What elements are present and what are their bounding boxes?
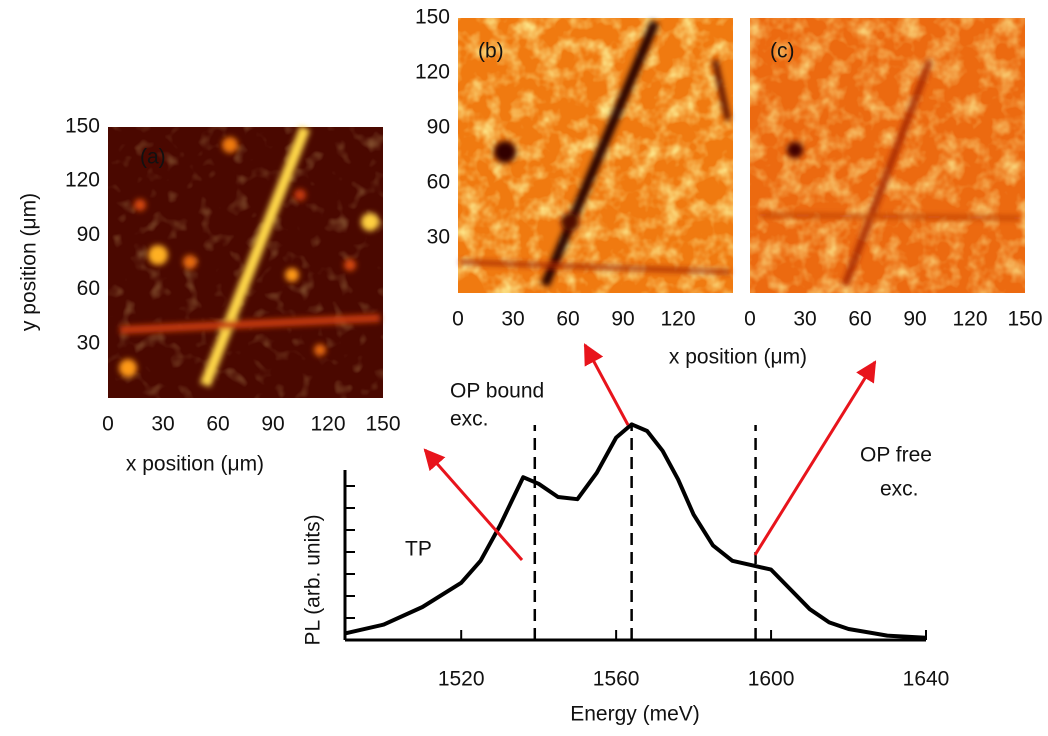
x-tick-label: 120: [310, 413, 345, 436]
y-tick-label: 150: [65, 115, 100, 138]
y-tick-label: 90: [427, 116, 450, 139]
x-tick-label: 30: [501, 308, 524, 331]
annotation: exc.: [450, 408, 489, 431]
x-tick-label: 90: [261, 413, 284, 436]
x-axis-label: Energy (meV): [570, 703, 700, 726]
panel-label: (c): [770, 40, 795, 63]
y-tick-label: 120: [65, 169, 100, 192]
x-tick-label: 90: [611, 308, 634, 331]
x-tick-label: 0: [744, 308, 756, 331]
arrow: [753, 360, 877, 556]
y-tick-label: 60: [427, 171, 450, 194]
x-tick-label: 150: [1007, 308, 1042, 331]
x-tick-label: 0: [102, 413, 114, 436]
x-tick-label: 1600: [748, 668, 795, 691]
map-b-image: [458, 18, 733, 293]
y-tick-label: 60: [77, 277, 100, 300]
x-tick-label: 0: [452, 308, 464, 331]
x-tick-label: 150: [365, 413, 400, 436]
map-a-image: [108, 126, 383, 398]
arrow: [583, 343, 630, 426]
x-tick-label: 1520: [438, 668, 485, 691]
panel-label: (b): [478, 40, 504, 63]
y-axis-label: y position (μm): [18, 193, 41, 331]
x-tick-label: 30: [793, 308, 816, 331]
y-axis-label: PL (arb. units): [302, 514, 325, 645]
spectrum-line: [344, 422, 927, 640]
x-tick-label: 60: [556, 308, 579, 331]
arrow: [423, 448, 524, 561]
x-tick-label: 120: [952, 308, 987, 331]
x-tick-label: 1640: [903, 668, 950, 691]
y-tick-label: 150: [415, 6, 450, 29]
annotation: exc.: [880, 478, 919, 501]
x-tick-label: 1560: [593, 668, 640, 691]
annotation: OP bound: [450, 380, 544, 403]
x-tick-label: 120: [660, 308, 695, 331]
y-tick-label: 120: [415, 61, 450, 84]
x-axis-label: x position (μm): [126, 453, 264, 476]
x-axis-label: x position (μm): [669, 346, 807, 369]
map-c-image: [750, 18, 1025, 293]
annotation: TP: [405, 538, 432, 561]
x-tick-label: 30: [151, 413, 174, 436]
y-tick-label: 90: [77, 223, 100, 246]
panel-label: (a): [140, 146, 166, 169]
x-tick-label: 90: [903, 308, 926, 331]
x-tick-label: 60: [206, 413, 229, 436]
annotation: OP free: [860, 444, 932, 467]
y-tick-label: 30: [427, 226, 450, 249]
y-tick-label: 30: [77, 331, 100, 354]
x-tick-label: 60: [848, 308, 871, 331]
